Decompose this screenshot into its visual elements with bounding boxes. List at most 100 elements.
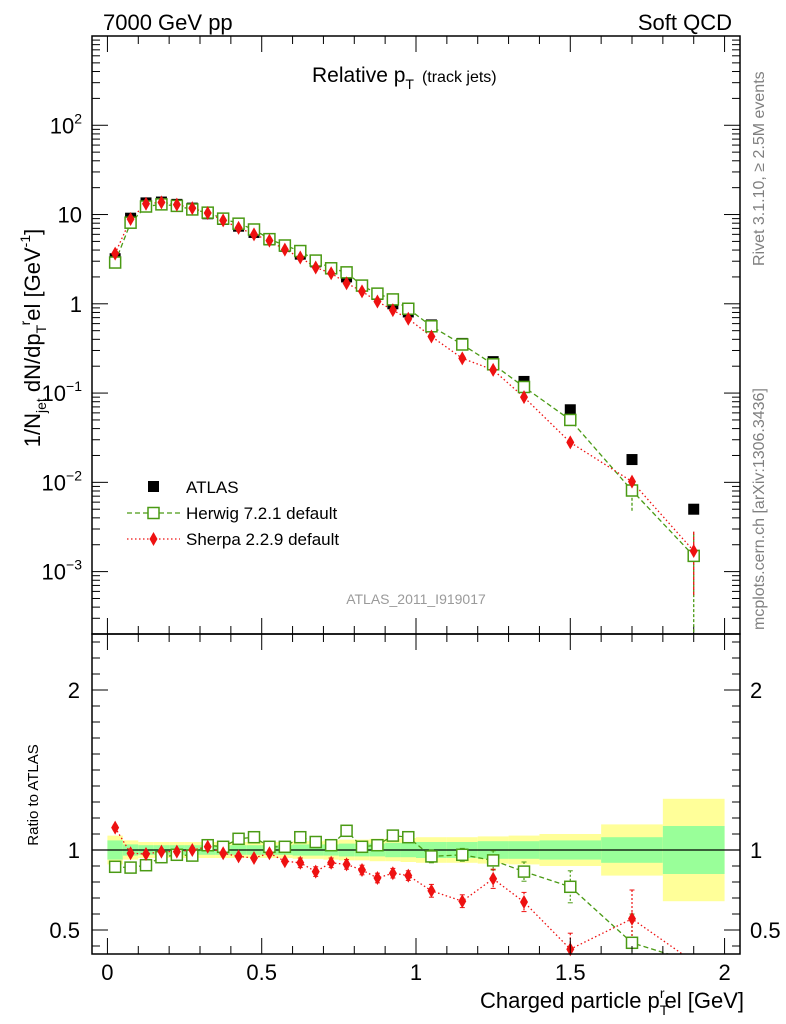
data-point-sherpa <box>234 220 243 235</box>
ratio-point-sherpa <box>250 851 258 865</box>
data-point-sherpa <box>689 544 698 559</box>
x-tick-label: 1.5 <box>555 960 586 985</box>
data-point-sherpa <box>520 390 528 405</box>
ratio-point-sherpa <box>265 846 274 861</box>
data-point-sherpa <box>373 294 382 309</box>
legend-item-herwig: Herwig 7.2.1 default <box>127 504 337 523</box>
data-point-sherpa <box>342 276 351 291</box>
svg-text:ATLAS: ATLAS <box>186 478 239 497</box>
ratio-point-sherpa <box>280 854 289 869</box>
ratio-point-sherpa <box>111 820 120 835</box>
ratio-point-herwig <box>294 830 307 844</box>
ratio-point-sherpa <box>172 844 181 859</box>
ratio-point-sherpa <box>188 843 197 857</box>
ratio-point-sherpa <box>489 871 498 886</box>
series-line-herwig <box>114 203 695 557</box>
header-left: 7000 GeV pp <box>103 10 233 35</box>
data-point-sherpa <box>265 233 274 248</box>
data-point-sherpa <box>111 246 120 261</box>
ratio-point-herwig <box>355 840 369 854</box>
x-tick-label: 2 <box>718 960 730 985</box>
data-point-sherpa <box>142 196 150 211</box>
ratio-point-sherpa <box>203 839 212 854</box>
ratio-point-sherpa <box>311 864 320 879</box>
data-point-sherpa <box>388 303 397 318</box>
ratio-point-herwig <box>386 829 400 842</box>
ratio-point-sherpa <box>219 846 228 861</box>
ratio-point-herwig <box>309 835 322 849</box>
y-tick-label: 10−3 <box>42 557 83 585</box>
data-point-atlas <box>626 454 638 466</box>
main-title: Relative pT (track jets) <box>312 64 497 92</box>
ratio-point-herwig <box>232 832 245 846</box>
data-point-atlas <box>564 404 576 416</box>
data-point-herwig <box>456 338 469 351</box>
ratio-y-tick-label-left: 2 <box>68 678 80 703</box>
ratio-point-herwig <box>124 861 137 874</box>
y-tick-label: 1 <box>70 292 82 317</box>
data-point-sherpa <box>172 197 181 212</box>
data-point-sherpa <box>250 227 258 242</box>
ratio-point-herwig <box>486 854 500 867</box>
x-tick-label: 1 <box>410 960 422 985</box>
data-point-sherpa <box>296 250 305 265</box>
data-point-sherpa <box>358 284 366 299</box>
data-point-sherpa <box>489 362 498 377</box>
svg-text:Sherpa 2.2.9 default: Sherpa 2.2.9 default <box>186 530 339 549</box>
legend: ATLAS Herwig 7.2.1 default Sherpa 2.2.9 … <box>127 478 339 549</box>
ratio-point-herwig <box>564 880 577 894</box>
ratio-point-herwig <box>139 858 153 872</box>
data-point-sherpa <box>280 242 289 257</box>
x-tick-label: 0 <box>101 960 113 985</box>
ratio-point-sherpa <box>358 863 366 877</box>
ratio-point-herwig <box>108 860 122 874</box>
ratio-y-tick-label-left: 0.5 <box>49 918 80 943</box>
x-axis-label: Charged particle pTrel [GeV] <box>480 985 744 1018</box>
ratio-point-sherpa <box>157 844 166 859</box>
data-point-sherpa <box>188 201 197 216</box>
data-point-sherpa <box>311 260 320 275</box>
ratio-point-sherpa <box>520 895 528 909</box>
ratio-line-herwig <box>115 829 671 954</box>
data-point-sherpa <box>126 212 135 227</box>
y-tick-label: 102 <box>50 110 82 138</box>
ratio-y-tick-label-right: 0.5 <box>750 918 781 943</box>
ratio-point-sherpa <box>142 847 150 861</box>
svg-text:1/Njet dN/dpTrel [GeV-1]: 1/Njet dN/dpTrel [GeV-1] <box>17 229 49 448</box>
y-tick-label: 10−1 <box>42 378 83 406</box>
svg-text:Charged particle pTrel [GeV]: Charged particle pTrel [GeV] <box>480 985 744 1018</box>
ratio-point-sherpa <box>234 849 243 864</box>
data-point-sherpa <box>427 329 436 344</box>
data-point-herwig <box>340 266 353 279</box>
ratio-point-herwig <box>247 830 261 844</box>
data-point-sherpa <box>327 266 336 281</box>
legend-item-sherpa: Sherpa 2.2.9 default <box>127 530 339 549</box>
ratio-point-herwig <box>278 840 292 854</box>
ratio-point-sherpa <box>342 857 351 872</box>
ratio-point-herwig <box>517 865 531 878</box>
rivet-label: Rivet 3.1.10, ≥ 2.5M events <box>751 71 768 266</box>
data-point-sherpa <box>458 351 467 366</box>
data-point-sherpa <box>157 195 166 210</box>
ratio-y-tick-label-right: 2 <box>750 678 762 703</box>
ratio-point-sherpa <box>628 911 636 926</box>
ratio-point-sherpa <box>373 871 382 885</box>
ratio-point-sherpa <box>327 855 336 870</box>
data-point-herwig <box>564 413 577 427</box>
ratio-point-herwig <box>371 838 384 852</box>
header-right: Soft QCD <box>638 10 732 35</box>
ratio-panel-marks: 0.5 0.5 1 1 2 2 0 0.5 1 1.5 2 <box>49 633 781 985</box>
main-panel-marks <box>108 195 700 633</box>
series-line-sherpa <box>114 201 695 552</box>
ratio-point-herwig <box>324 838 338 852</box>
ratio-point-herwig <box>340 824 353 838</box>
main-y-axis-label: 1/Njet dN/dpTrel [GeV-1] <box>17 229 49 448</box>
ratio-point-herwig <box>425 850 438 863</box>
ratio-point-sherpa <box>126 846 135 861</box>
mcplots-label: mcplots.cern.ch [arXiv:1306.3436] <box>751 388 768 630</box>
data-point-sherpa <box>219 213 228 228</box>
y-tick-label: 10−2 <box>42 467 83 495</box>
analysis-label: ATLAS_2011_I919017 <box>346 591 486 607</box>
main-panel: 102 10 1 10−1 10−2 10−3 <box>42 35 741 635</box>
